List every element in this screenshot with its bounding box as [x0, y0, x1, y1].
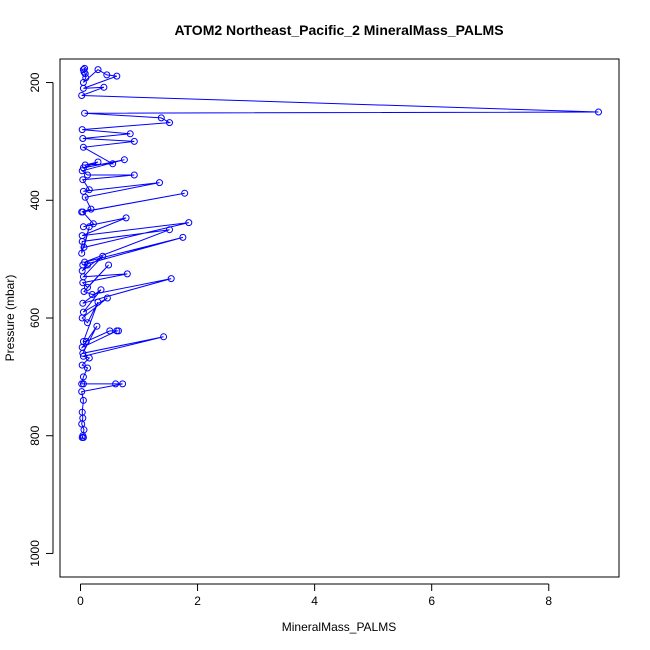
data-point	[81, 109, 89, 117]
data-point	[79, 84, 87, 92]
data-point	[156, 179, 163, 187]
chart-title: ATOM2 Northeast_Pacific_2 MineralMass_PA…	[174, 22, 503, 38]
plot-area	[78, 64, 602, 441]
data-point	[100, 83, 108, 91]
data-point	[160, 333, 168, 341]
data-point	[106, 327, 114, 335]
data-point	[120, 156, 128, 164]
data-point	[79, 434, 87, 441]
data-point	[79, 396, 87, 404]
data-point	[167, 275, 175, 283]
y-tick-label: 200	[28, 72, 42, 92]
data-point	[88, 291, 96, 298]
data-point	[79, 349, 87, 357]
data-point	[79, 373, 87, 381]
data-point	[94, 66, 102, 74]
data-point	[78, 249, 86, 257]
data-point	[84, 283, 91, 291]
x-tick-label: 0	[77, 594, 84, 608]
y-axis-label: Pressure (mbar)	[3, 275, 17, 362]
data-point	[79, 143, 87, 151]
data-point	[126, 130, 134, 138]
data-point	[84, 261, 91, 269]
series-line	[80, 66, 599, 438]
data-point	[79, 380, 87, 388]
y-tick-label: 400	[28, 190, 42, 210]
data-point	[78, 314, 86, 322]
data-point	[80, 288, 88, 295]
data-point	[99, 252, 107, 260]
data-point	[595, 108, 602, 116]
x-tick-label: 4	[311, 594, 318, 608]
data-point	[130, 171, 138, 179]
y-tick-label: 1000	[28, 540, 42, 567]
data-point	[113, 327, 121, 335]
data-point	[112, 380, 120, 388]
x-tick-label: 8	[545, 594, 552, 608]
y-axis: 200 400 600 800 1000	[28, 72, 54, 567]
data-point	[94, 158, 102, 166]
data-point	[123, 270, 131, 278]
data-point	[81, 193, 89, 201]
data-point	[103, 294, 111, 302]
data-point	[79, 299, 87, 307]
x-tick-label: 2	[194, 594, 201, 608]
y-tick-label: 800	[28, 425, 42, 445]
data-point	[84, 364, 91, 372]
data-point	[181, 189, 189, 197]
data-point	[166, 226, 173, 234]
data-point	[185, 219, 193, 227]
data-point	[78, 361, 86, 369]
data-point	[97, 286, 105, 294]
data-point	[78, 126, 86, 134]
data-point	[113, 72, 121, 80]
data-point	[94, 298, 102, 306]
data-point	[119, 380, 127, 388]
data-point	[79, 279, 87, 287]
data-point	[85, 223, 93, 231]
data-point	[82, 338, 90, 345]
data-point	[105, 261, 113, 269]
plot-frame	[59, 58, 620, 578]
data-point	[78, 167, 86, 175]
data-point	[93, 322, 101, 330]
data-point	[157, 114, 165, 122]
data-point	[78, 238, 86, 245]
data-point	[78, 420, 86, 428]
x-axis: 0 2 4 6 8	[77, 583, 552, 608]
data-point	[122, 214, 130, 222]
data-point	[130, 137, 138, 145]
data-point	[79, 208, 87, 216]
x-axis-label: MineralMass_PALMS	[282, 620, 396, 634]
data-point	[85, 354, 93, 362]
data-point	[103, 71, 111, 79]
data-point	[87, 205, 95, 213]
data-point	[84, 319, 91, 327]
data-point	[179, 233, 187, 241]
data-point	[109, 160, 117, 168]
data-point	[166, 119, 173, 127]
data-point	[79, 176, 87, 184]
data-point	[78, 388, 86, 396]
y-tick-label: 600	[28, 308, 42, 328]
data-point	[84, 171, 91, 179]
data-point	[81, 70, 89, 78]
data-point	[81, 64, 89, 72]
data-point	[79, 135, 87, 142]
x-tick-label: 6	[428, 594, 435, 608]
data-point	[78, 92, 86, 99]
